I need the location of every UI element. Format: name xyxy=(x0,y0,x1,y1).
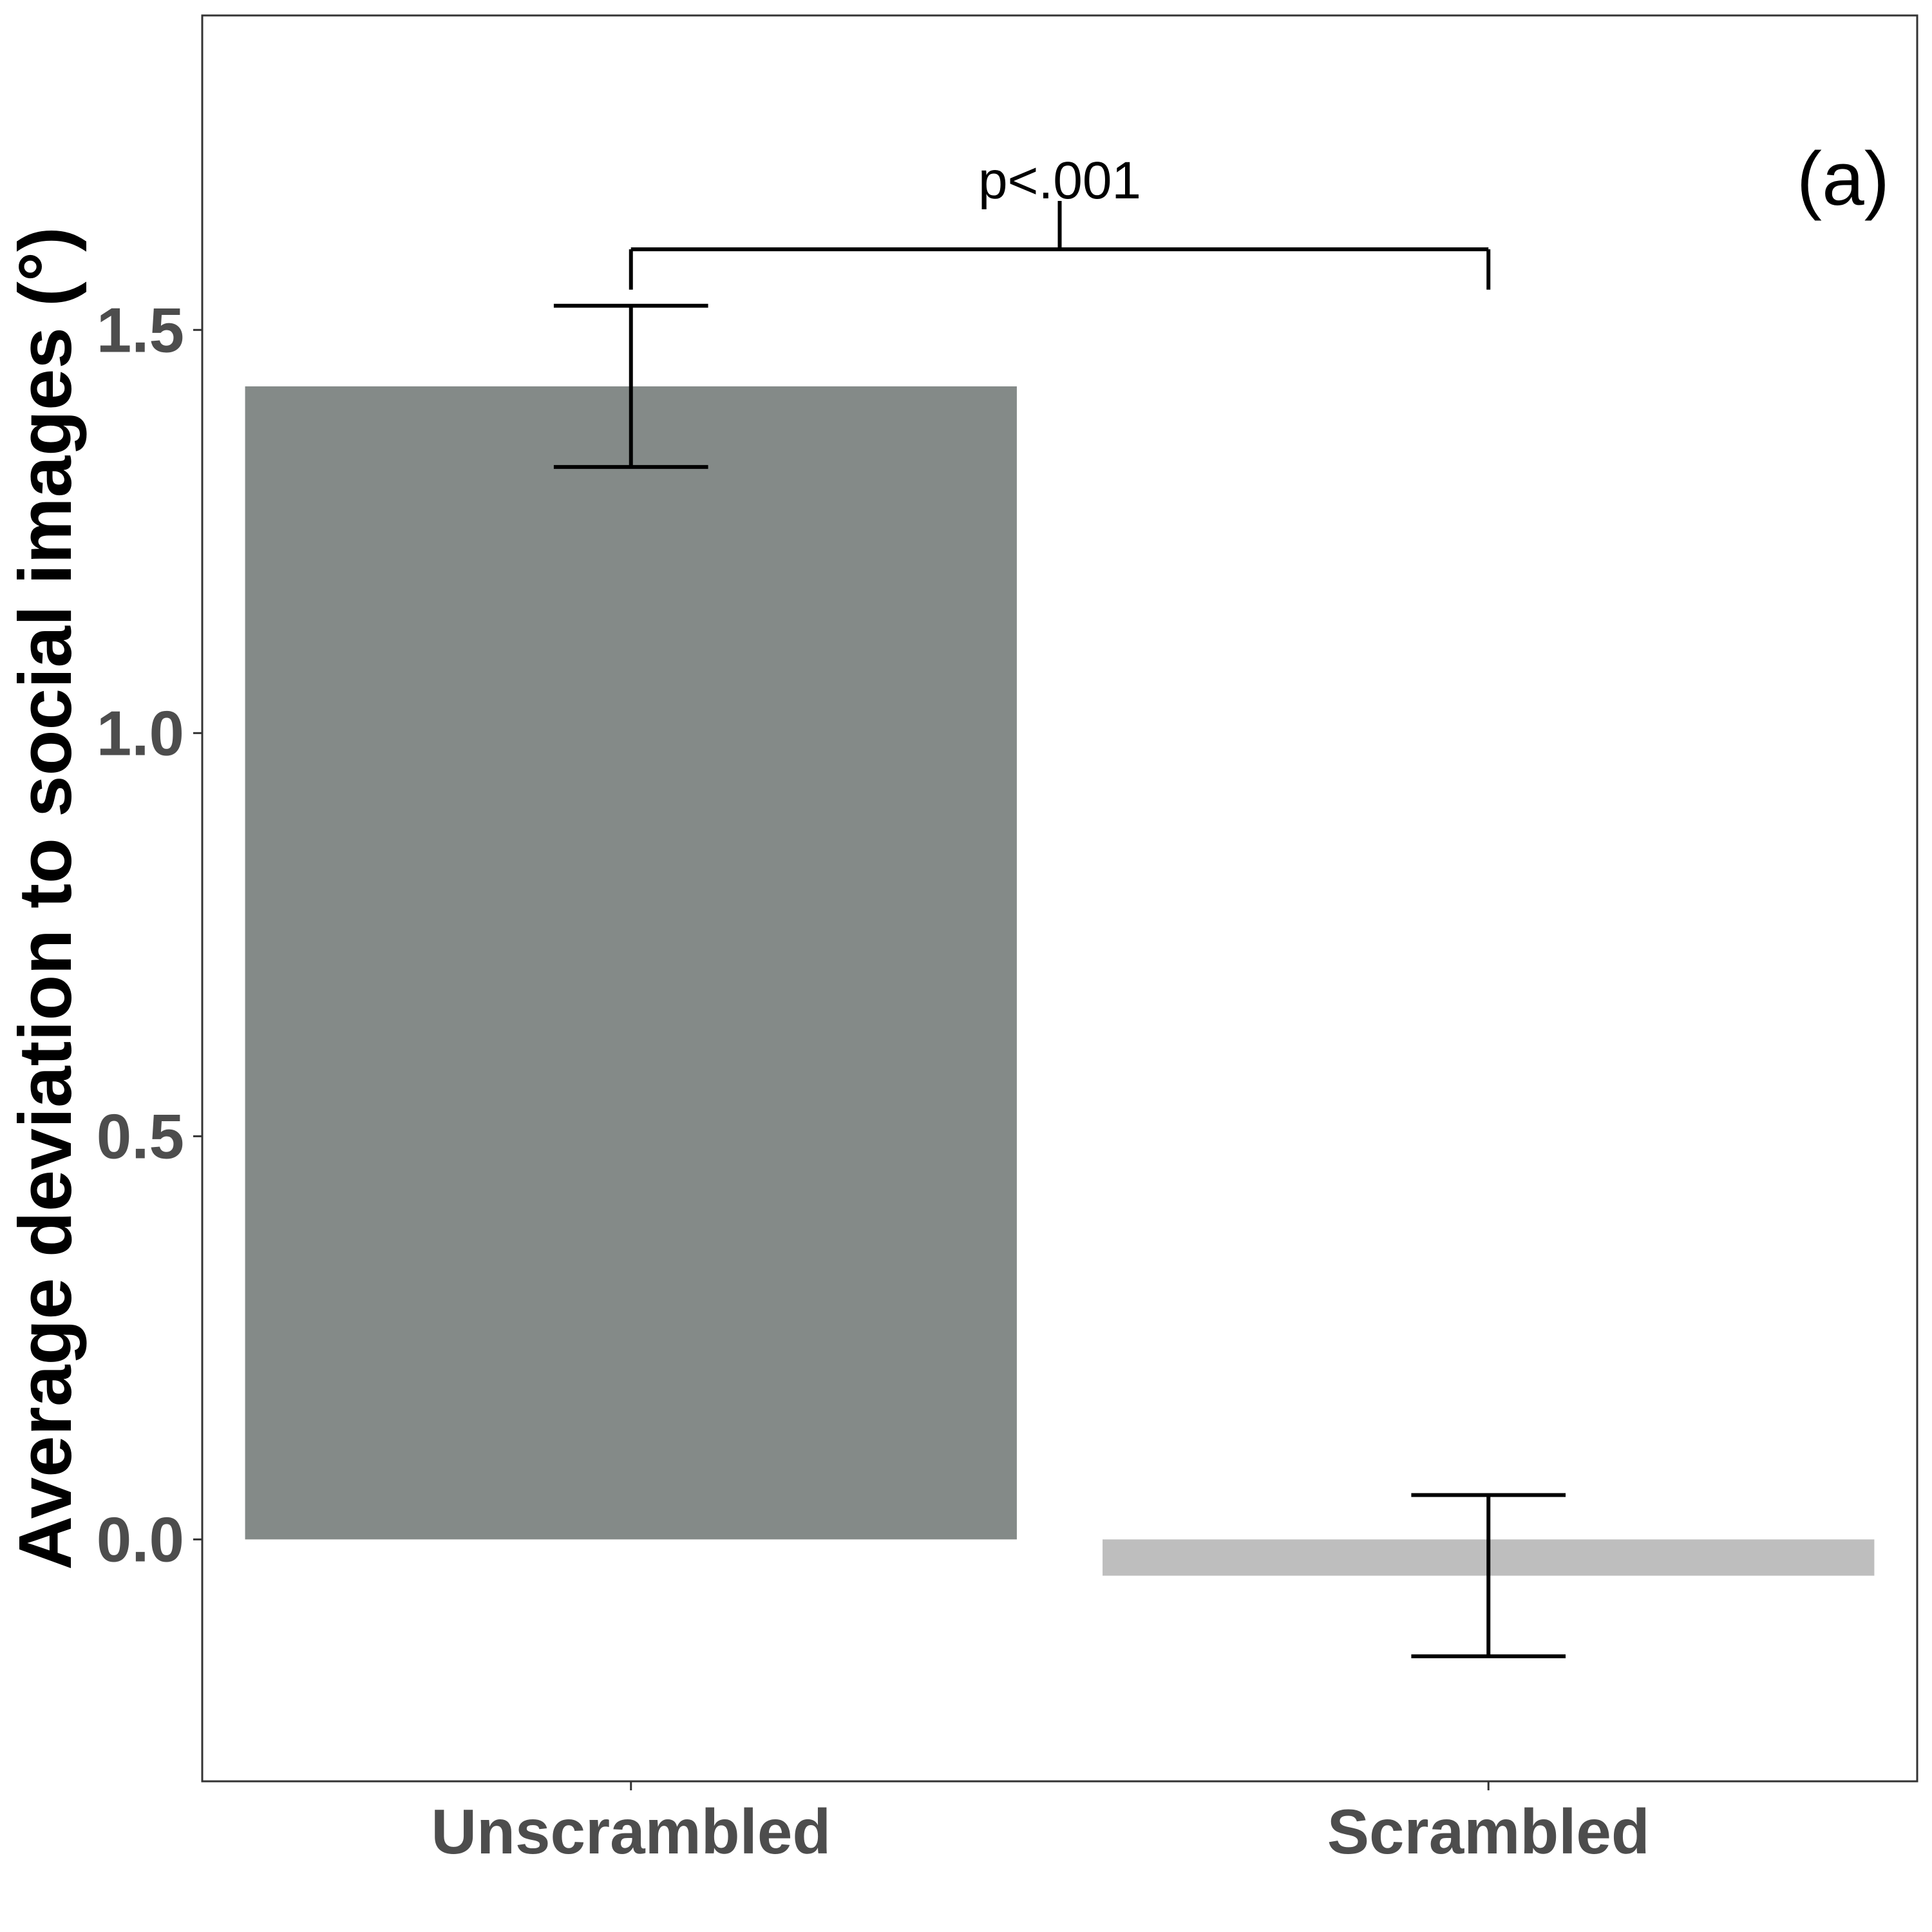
x-tick-label: Scrambled xyxy=(1327,1796,1650,1867)
error-bars-layer xyxy=(553,303,1566,1658)
y-tick-label: 1.0 xyxy=(97,697,184,768)
significance-bracket xyxy=(629,200,1491,290)
y-tick-label: 1.5 xyxy=(97,294,184,365)
y-axis-title: Average deviation to social images (°) xyxy=(3,227,87,1570)
y-tick-label: 0.5 xyxy=(97,1101,184,1171)
y-tick-label: 0.0 xyxy=(97,1504,184,1575)
bars-layer xyxy=(245,386,1875,1576)
x-tick-label: Unscrambled xyxy=(431,1796,831,1867)
significance-label: p<.001 xyxy=(978,151,1141,210)
y-axis: 0.0 0.5 1.0 1.5 xyxy=(97,294,202,1575)
x-axis: Unscrambled Scrambled xyxy=(431,1781,1650,1867)
bar-unscrambled xyxy=(245,386,1017,1540)
panel-label: (a) xyxy=(1797,137,1889,222)
plot-panel-border xyxy=(201,14,1918,1783)
